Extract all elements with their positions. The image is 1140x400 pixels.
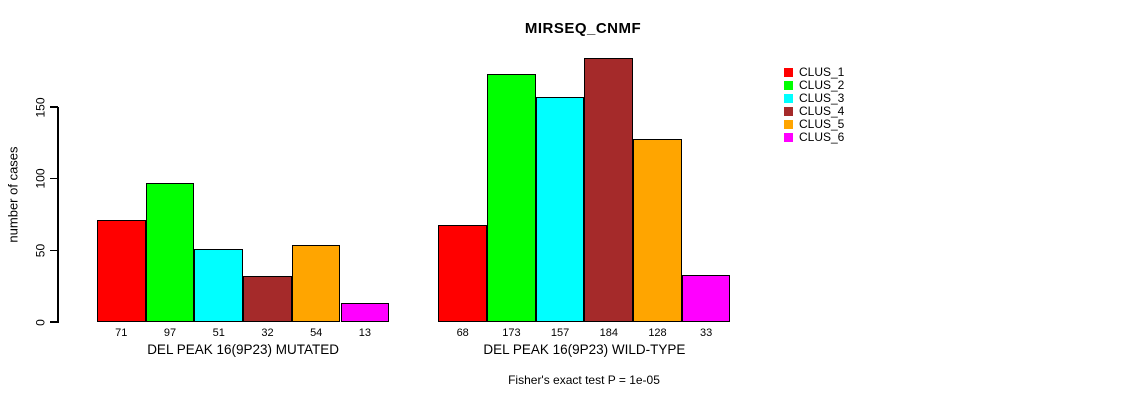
bar-value-label: 68 xyxy=(456,327,469,339)
y-tick-label: 100 xyxy=(33,168,48,189)
legend-label: CLUS_1 xyxy=(799,65,845,79)
y-axis-line xyxy=(57,107,59,323)
y-tick-mark xyxy=(50,249,58,252)
bar-clus_4-wildtype xyxy=(584,58,634,322)
legend-swatch-clus_5 xyxy=(784,120,793,129)
bar-value-label: 71 xyxy=(115,327,128,339)
legend-row: CLUS_1 xyxy=(784,66,844,79)
bar-clus_2-wildtype xyxy=(487,74,536,322)
legend-label: CLUS_5 xyxy=(799,117,845,131)
annotation: Fisher's exact test P = 1e-05 xyxy=(508,373,660,387)
bar-clus_2-mutated xyxy=(145,183,195,322)
bar-clus_6-mutated xyxy=(340,303,390,322)
bar-value-label: 13 xyxy=(358,327,372,339)
y-tick-label: 50 xyxy=(33,243,48,258)
bar-clus_6-wildtype xyxy=(681,274,731,322)
bar-clus_3-wildtype xyxy=(535,97,585,322)
legend-swatch-clus_6 xyxy=(784,133,793,142)
legend-swatch-clus_3 xyxy=(784,94,793,103)
legend-label: CLUS_2 xyxy=(799,78,845,92)
legend-row: CLUS_3 xyxy=(784,92,844,105)
legend-label: CLUS_3 xyxy=(799,91,845,105)
legend-label: CLUS_6 xyxy=(799,130,845,144)
bar-value-label: 32 xyxy=(261,327,274,339)
legend: CLUS_1 CLUS_2 CLUS_3 CLUS_4 CLUS_5 CLUS_6 xyxy=(784,66,844,144)
bar-value-label: 51 xyxy=(212,327,225,339)
chart-title: MIRSEQ_CNMF xyxy=(524,20,642,37)
y-tick-mark xyxy=(50,321,58,323)
legend-row: CLUS_5 xyxy=(784,118,844,131)
legend-swatch-clus_4 xyxy=(784,107,793,116)
y-tick-mark xyxy=(50,106,58,108)
x-axis-group-label: DEL PEAK 16(9P23) WILD-TYPE xyxy=(483,342,686,357)
legend-row: CLUS_4 xyxy=(784,105,844,118)
bar-value-label: 128 xyxy=(648,327,667,339)
legend-row: CLUS_6 xyxy=(784,131,844,144)
x-axis-group-label: DEL PEAK 16(9P23) MUTATED xyxy=(147,342,339,357)
bar-value-label: 54 xyxy=(310,327,323,339)
legend-swatch-clus_2 xyxy=(784,81,793,90)
legend-row: CLUS_2 xyxy=(784,79,844,92)
legend-swatch-clus_1 xyxy=(784,68,793,77)
y-tick-label: 150 xyxy=(33,96,48,118)
bar-clus_5-mutated xyxy=(291,244,341,322)
bar-value-label: 33 xyxy=(699,327,713,339)
bar-clus_3-mutated xyxy=(194,248,244,322)
bar-value-label: 97 xyxy=(163,327,177,339)
bar-value-label: 184 xyxy=(599,327,618,339)
bar-clus_1-mutated xyxy=(97,220,146,322)
bar-clus_5-wildtype xyxy=(633,138,682,322)
bar-value-label: 173 xyxy=(502,327,521,339)
legend-label: CLUS_4 xyxy=(799,104,845,118)
bar-clus_1-wildtype xyxy=(438,224,487,322)
y-tick-label: 0 xyxy=(33,318,48,326)
bar-value-label: 157 xyxy=(550,327,570,339)
y-tick-mark xyxy=(50,177,58,180)
bar-clus_4-mutated xyxy=(243,276,292,322)
y-axis-label: number of cases xyxy=(5,146,21,243)
